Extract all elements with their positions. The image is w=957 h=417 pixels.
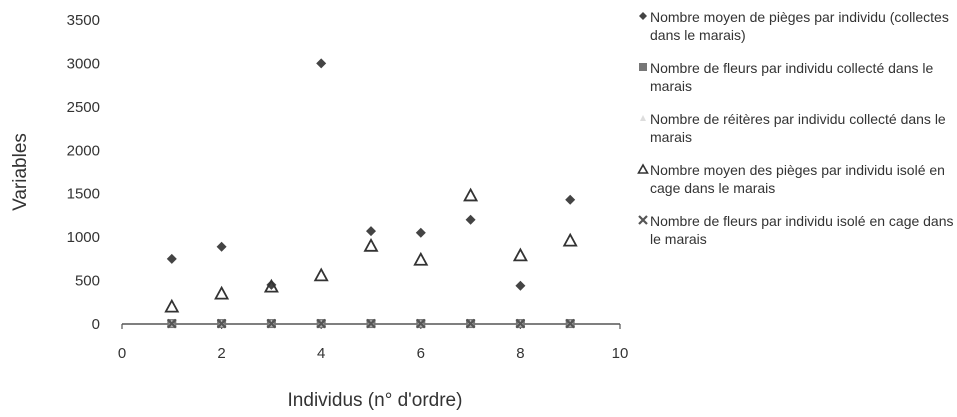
series-4-point: [216, 318, 227, 329]
y-tick-label: 0: [92, 316, 100, 333]
legend-entry-reiteres-marais: Nombre de réitères par individu collecté…: [636, 110, 954, 146]
series-4-point: [565, 318, 575, 329]
series-0-point: [316, 58, 327, 69]
data-points: [164, 58, 578, 329]
y-tick-label: 2500: [67, 99, 100, 116]
x-tick-label: 10: [612, 345, 629, 362]
legend-entry-fleurs-cage: Nombre de fleurs par individu isolé en c…: [636, 212, 954, 248]
series-0-point: [366, 226, 376, 237]
chart-legend: Nombre moyen de pièges par individu (col…: [636, 8, 954, 263]
y-tick-label: 500: [75, 273, 100, 290]
series-3-point: [512, 247, 528, 262]
x-marker-icon: [638, 215, 648, 225]
legend-label: Nombre moyen des pièges par individu iso…: [650, 162, 945, 196]
legend-entry-pieges-cage: Nombre moyen des pièges par individu iso…: [636, 161, 954, 197]
x-tick-label: 8: [516, 345, 524, 362]
square-marker-icon: [639, 63, 647, 71]
series-4-point: [366, 318, 376, 329]
series-0-point: [216, 241, 227, 252]
light-triangle-marker-icon: [640, 115, 646, 121]
series-0-point: [465, 214, 476, 225]
x-tick-label: 6: [417, 345, 425, 362]
x-axis-title: Individus (n° d'ordre): [288, 390, 463, 411]
y-tick-label: 1000: [67, 229, 100, 246]
series-4-point: [266, 318, 277, 329]
series-3-point: [263, 278, 279, 293]
legend-entry-fleurs-marais: Nombre de fleurs par individu collecté d…: [636, 59, 954, 95]
legend-label: Nombre de fleurs par individu collecté d…: [650, 60, 934, 94]
series-3-point: [562, 232, 578, 247]
legend-label: Nombre moyen de pièges par individu (col…: [650, 9, 949, 43]
series-4-point: [316, 318, 326, 329]
scatter-chart: 0 500 1000 1500 2000 2500 3000 3500 0 2 4 6 8 10 Var…: [10, 12, 629, 411]
x-tick-label: 0: [118, 345, 126, 362]
y-axis-title: Variables: [10, 133, 31, 211]
series-3-point: [413, 251, 429, 266]
y-tick-label: 3000: [67, 55, 100, 72]
x-tick-label: 4: [317, 345, 325, 362]
series-3-point: [463, 187, 479, 202]
series-0-point: [515, 280, 526, 291]
series-4-point: [167, 318, 177, 329]
y-tick-label: 1500: [67, 186, 100, 203]
y-tick-label: 3500: [67, 12, 100, 29]
series-4-point: [416, 318, 426, 329]
diamond-marker-icon: [639, 12, 647, 20]
open-triangle-marker-icon: [637, 163, 649, 174]
legend-label: Nombre de fleurs par individu isolé en c…: [650, 213, 954, 247]
legend-label: Nombre de réitères par individu collecté…: [650, 111, 946, 145]
y-axis-ticks: 0 500 1000 1500 2000 2500 3000 3500: [67, 12, 100, 333]
series-0-point: [565, 194, 576, 205]
legend-entry-pieges-marais: Nombre moyen de pièges par individu (col…: [636, 8, 954, 44]
y-tick-label: 2000: [67, 142, 100, 159]
series-3-point: [313, 267, 329, 282]
series-4-point: [515, 318, 526, 329]
series-3-point: [363, 237, 379, 252]
series-3-point: [164, 298, 180, 313]
x-tick-label: 2: [217, 345, 225, 362]
series-4-point: [465, 318, 476, 329]
series-0-point: [266, 279, 277, 290]
x-axis-ticks: 0 2 4 6 8 10: [118, 345, 629, 362]
series-0-point: [166, 253, 177, 264]
series-0-point: [415, 227, 426, 238]
series-3-point: [214, 285, 230, 300]
